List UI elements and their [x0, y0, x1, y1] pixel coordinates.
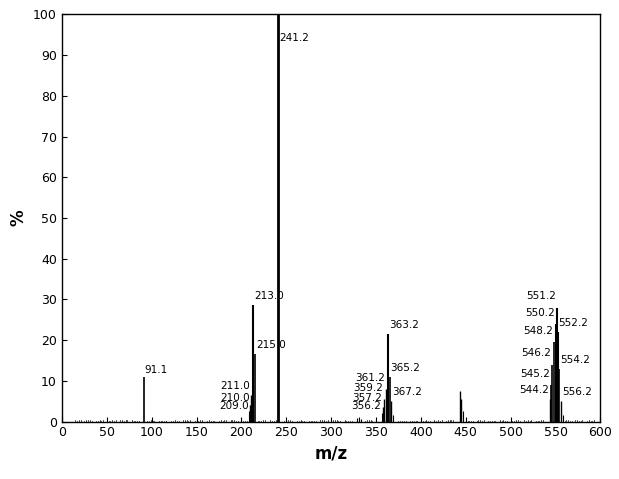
Text: 215.0: 215.0: [256, 340, 285, 350]
Text: 544.2: 544.2: [519, 385, 550, 395]
Text: 365.2: 365.2: [391, 363, 420, 373]
Text: 546.2: 546.2: [521, 348, 552, 358]
Text: 91.1: 91.1: [145, 365, 168, 375]
Text: 213.0: 213.0: [254, 291, 284, 301]
Text: 548.2: 548.2: [523, 326, 553, 336]
Text: 211.0: 211.0: [220, 381, 250, 391]
Text: 552.2: 552.2: [558, 318, 588, 328]
Text: 556.2: 556.2: [562, 387, 592, 397]
Text: 356.2: 356.2: [351, 401, 381, 411]
Text: 545.2: 545.2: [521, 369, 550, 379]
Text: 550.2: 550.2: [525, 308, 555, 318]
Text: 209.0: 209.0: [219, 401, 249, 411]
Y-axis label: %: %: [10, 210, 28, 226]
X-axis label: m/z: m/z: [314, 445, 348, 463]
Text: 361.2: 361.2: [355, 373, 385, 383]
Text: 363.2: 363.2: [389, 320, 418, 330]
Text: 367.2: 367.2: [392, 387, 422, 397]
Text: 359.2: 359.2: [353, 383, 383, 393]
Text: 551.2: 551.2: [526, 291, 556, 301]
Text: 554.2: 554.2: [560, 354, 590, 365]
Text: 357.2: 357.2: [352, 393, 381, 403]
Text: 210.0: 210.0: [220, 393, 249, 403]
Text: 241.2: 241.2: [279, 33, 309, 43]
